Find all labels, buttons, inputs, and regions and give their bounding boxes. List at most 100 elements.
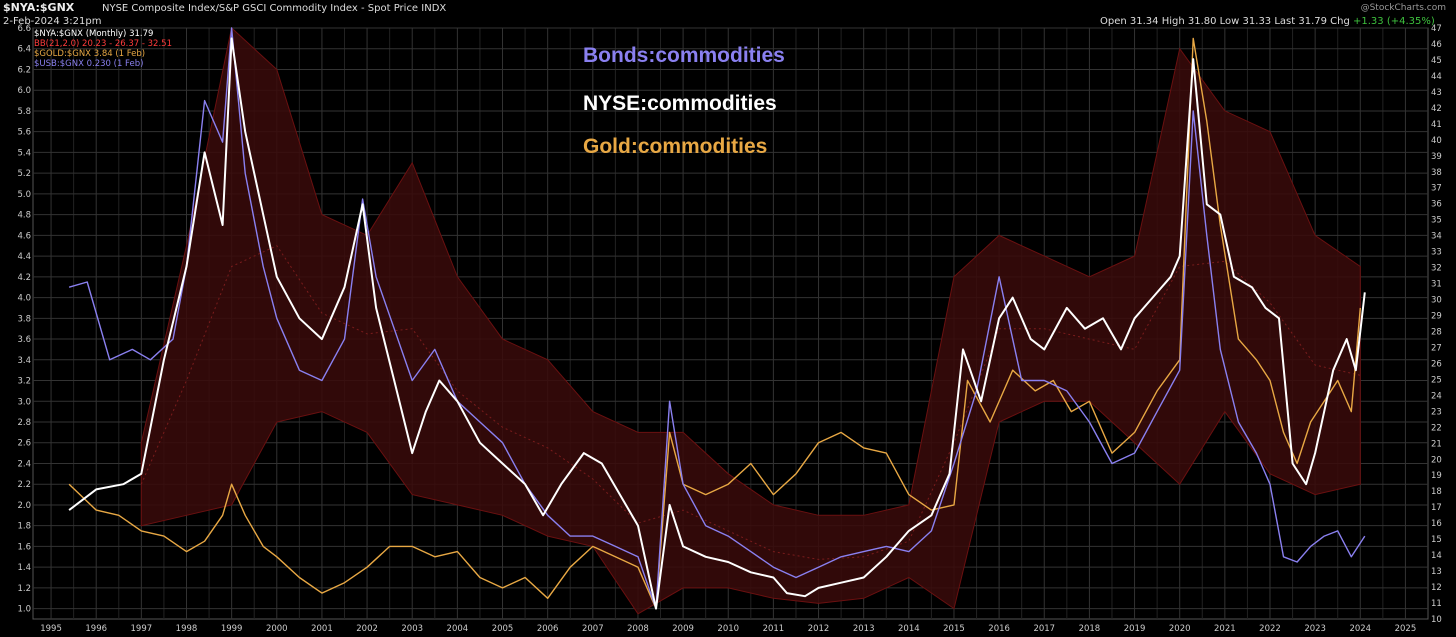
x-tick-label: 2007 (582, 624, 604, 634)
y-tick-label-left: 4.0 (17, 294, 31, 304)
y-tick-label-right: 15 (1431, 535, 1442, 545)
chart-description: NYSE Composite Index/S&P GSCI Commodity … (102, 3, 447, 14)
bollinger-middle-line (140, 245, 1361, 560)
y-tick-label-left: 4.8 (17, 211, 31, 221)
x-tick-label: 2005 (492, 624, 514, 634)
y-tick-label-left: 2.2 (17, 480, 31, 490)
y-tick-label-left: 4.2 (17, 273, 31, 283)
y-tick-label-right: 44 (1431, 72, 1442, 82)
x-tick-label: 2019 (1124, 624, 1146, 634)
y-tick-label-right: 25 (1431, 375, 1442, 385)
y-tick-label-left: 3.4 (17, 356, 31, 366)
x-tick-label: 1995 (40, 624, 62, 634)
y-tick-label-left: 3.6 (17, 335, 31, 345)
bollinger-band (140, 27, 1361, 615)
x-tick-label: 2015 (943, 624, 965, 634)
y-tick-label-left: 2.4 (17, 459, 31, 469)
y-tick-label-right: 27 (1431, 343, 1442, 353)
legend-item-gold-gnx: $GOLD:$GNX 3.84 (1 Feb) (34, 49, 146, 59)
y-tick-label-left: 3.2 (17, 377, 31, 387)
x-tick-label: 2003 (401, 624, 423, 634)
y-tick-label-left: 1.4 (17, 563, 31, 573)
y-tick-label-right: 39 (1431, 152, 1442, 162)
series-line-nya-gnx-monthly (68, 37, 1366, 610)
y-tick-label-left: 5.2 (17, 169, 31, 179)
y-tick-label-right: 38 (1431, 168, 1442, 178)
y-tick-label-right: 10 (1431, 615, 1442, 625)
x-tick-label: 2006 (537, 624, 559, 634)
ticker-symbol: $NYA:$GNX (3, 1, 75, 14)
y-tick-label-left: 5.8 (17, 107, 31, 117)
y-tick-label-right: 13 (1431, 567, 1442, 577)
x-tick-label: 2010 (717, 624, 739, 634)
y-tick-label-right: 40 (1431, 136, 1442, 146)
y-tick-label-right: 36 (1431, 200, 1442, 210)
y-tick-label-right: 12 (1431, 583, 1442, 593)
x-tick-label: 2020 (1169, 624, 1191, 634)
chart-date: 2-Feb-2024 3:21pm (3, 16, 102, 27)
x-tick-label: 2001 (311, 624, 333, 634)
legend-item-usb-gnx: $USB:$GNX 0.230 (1 Feb) (34, 59, 144, 69)
y-tick-label-right: 43 (1431, 88, 1442, 98)
x-tick-label: 2000 (266, 624, 288, 634)
series-line-usb-gnx (68, 27, 1366, 610)
y-tick-label-left: 5.6 (17, 128, 31, 138)
ohlc-readout: Open 31.34 High 31.80 Low 31.33 Last 31.… (1100, 16, 1435, 27)
legend-item-bb: BB(21,2.0) 20.23 - 26.37 - 32.51 (34, 39, 172, 49)
x-tick-label: 2017 (1033, 624, 1055, 634)
x-tick-label: 2012 (808, 624, 830, 634)
y-tick-label-left: 2.6 (17, 439, 31, 449)
annotation-bonds: Bonds:commodities (583, 44, 785, 67)
y-tick-label-left: 6.0 (17, 86, 31, 96)
y-tick-label-right: 17 (1431, 503, 1442, 513)
legend: $NYA:$GNX (Monthly) 31.79 BB(21,2.0) 20.… (34, 29, 172, 69)
y-tick-label-right: 18 (1431, 487, 1442, 497)
y-tick-label-left: 6.2 (17, 65, 31, 75)
x-tick-label: 2024 (1349, 624, 1371, 634)
y-tick-label-right: 26 (1431, 359, 1442, 369)
x-tick-label: 2009 (672, 624, 694, 634)
x-tick-label: 2011 (763, 624, 785, 634)
y-tick-label-right: 41 (1431, 120, 1442, 130)
x-tick-label: 2013 (853, 624, 875, 634)
y-tick-label-left: 2.8 (17, 418, 31, 428)
y-tick-label-right: 23 (1431, 407, 1442, 417)
y-tick-label-right: 47 (1431, 24, 1442, 34)
y-tick-label-right: 46 (1431, 40, 1442, 50)
x-tick-label: 1997 (131, 624, 153, 634)
x-tick-label: 2023 (1304, 624, 1326, 634)
y-tick-label-right: 16 (1431, 519, 1442, 529)
y-tick-label-right: 24 (1431, 391, 1442, 401)
y-tick-label-left: 1.8 (17, 522, 31, 532)
y-tick-label-left: 6.6 (17, 24, 31, 34)
y-tick-label-right: 22 (1431, 423, 1442, 433)
y-tick-label-left: 1.6 (17, 542, 31, 552)
y-tick-label-left: 1.0 (17, 605, 31, 615)
y-tick-label-right: 33 (1431, 248, 1442, 258)
y-tick-label-right: 14 (1431, 551, 1442, 561)
y-tick-label-left: 4.4 (17, 252, 31, 262)
y-tick-label-right: 32 (1431, 264, 1442, 274)
y-tick-label-left: 6.4 (17, 45, 31, 55)
y-tick-label-right: 29 (1431, 312, 1442, 322)
x-tick-label: 2016 (988, 624, 1010, 634)
y-tick-label-right: 20 (1431, 455, 1442, 465)
ohlc-values: Open 31.34 High 31.80 Low 31.33 Last 31.… (1100, 16, 1350, 27)
x-tick-label: 2018 (1079, 624, 1101, 634)
y-tick-label-right: 34 (1431, 232, 1442, 242)
watermark: @StockCharts.com (1360, 3, 1446, 13)
y-tick-label-right: 45 (1431, 56, 1442, 66)
y-tick-label-right: 31 (1431, 280, 1442, 290)
x-tick-label: 2022 (1259, 624, 1281, 634)
x-tick-label: 2025 (1395, 624, 1417, 634)
y-tick-label-right: 37 (1431, 184, 1442, 194)
x-tick-label: 2004 (447, 624, 469, 634)
change-value: +1.33 (+4.35%) (1353, 16, 1435, 27)
y-tick-label-right: 28 (1431, 327, 1442, 337)
y-tick-label-right: 35 (1431, 216, 1442, 226)
x-tick-label: 1996 (85, 624, 107, 634)
series-line-gold-gnx (68, 37, 1361, 610)
y-tick-label-right: 21 (1431, 439, 1442, 449)
